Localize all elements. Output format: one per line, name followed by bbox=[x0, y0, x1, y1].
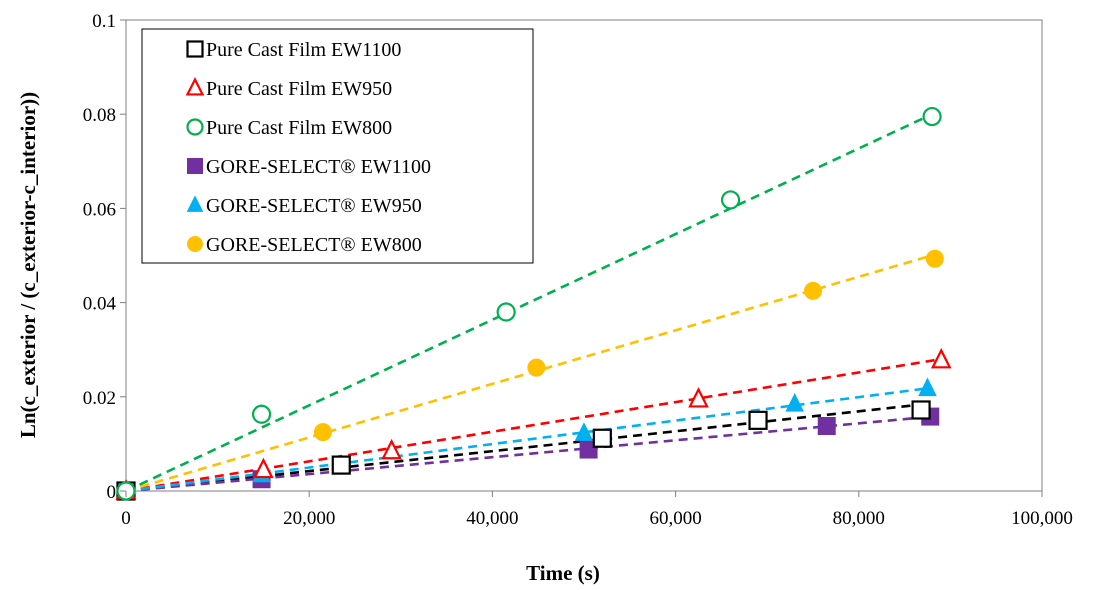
data-point bbox=[786, 394, 803, 411]
trendline bbox=[126, 417, 932, 491]
y-tick-label: 0.04 bbox=[83, 294, 117, 315]
data-point bbox=[924, 108, 941, 125]
data-point bbox=[750, 412, 767, 429]
legend-marker bbox=[188, 120, 203, 135]
data-point bbox=[805, 282, 822, 299]
x-tick-label: 0 bbox=[121, 508, 131, 529]
legend-marker bbox=[188, 237, 203, 252]
data-point bbox=[913, 401, 930, 418]
legend-marker bbox=[188, 159, 203, 174]
y-tick-label: 0.06 bbox=[83, 199, 116, 220]
legend-marker bbox=[188, 42, 203, 57]
y-axis-ticks: 0 0.02 0.04 0.06 0.08 0.1 bbox=[83, 11, 126, 503]
legend: Pure Cast Film EW1100 Pure Cast Film EW95… bbox=[142, 29, 533, 263]
x-tick-label: 40,000 bbox=[466, 508, 518, 529]
x-tick-label: 20,000 bbox=[283, 508, 335, 529]
data-point bbox=[594, 430, 611, 447]
y-tick-label: 0.1 bbox=[92, 11, 116, 32]
x-tick-label: 60,000 bbox=[649, 508, 701, 529]
y-tick-label: 0 bbox=[107, 482, 117, 503]
trendline bbox=[126, 388, 928, 491]
x-tick-label: 100,000 bbox=[1011, 508, 1073, 529]
legend-label: GORE-SELECT® EW800 bbox=[206, 234, 422, 256]
data-point bbox=[919, 379, 936, 396]
y-tick-label: 0.02 bbox=[83, 388, 116, 409]
data-point bbox=[818, 418, 835, 435]
legend-label: GORE-SELECT® EW1100 bbox=[206, 156, 431, 178]
legend-label: Pure Cast Film EW950 bbox=[206, 78, 392, 100]
x-tick-label: 80,000 bbox=[833, 508, 885, 529]
data-point bbox=[255, 460, 272, 477]
data-point bbox=[314, 424, 331, 441]
legend-box bbox=[142, 29, 533, 263]
legend-label: GORE-SELECT® EW950 bbox=[206, 195, 422, 217]
data-point bbox=[528, 359, 545, 376]
data-point bbox=[253, 406, 270, 423]
y-tick-label: 0.08 bbox=[83, 105, 116, 126]
y-axis-title: Ln(c_exterior / (c_exterior-c_interior)) bbox=[16, 92, 40, 438]
trendline bbox=[126, 404, 928, 491]
x-axis-title: Time (s) bbox=[526, 561, 600, 585]
legend-label: Pure Cast Film EW800 bbox=[206, 117, 392, 139]
legend-label: Pure Cast Film EW1100 bbox=[206, 39, 401, 61]
x-axis-ticks: 0 20,000 40,000 60,000 80,000 100,000 bbox=[121, 491, 1073, 529]
data-point bbox=[933, 350, 950, 367]
data-point bbox=[926, 250, 943, 267]
data-point bbox=[498, 304, 515, 321]
data-point bbox=[722, 191, 739, 208]
data-point bbox=[333, 457, 350, 474]
